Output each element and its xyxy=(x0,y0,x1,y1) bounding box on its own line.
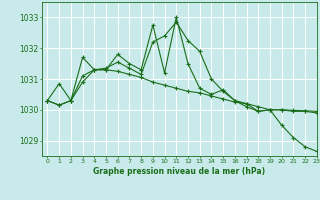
X-axis label: Graphe pression niveau de la mer (hPa): Graphe pression niveau de la mer (hPa) xyxy=(93,167,265,176)
